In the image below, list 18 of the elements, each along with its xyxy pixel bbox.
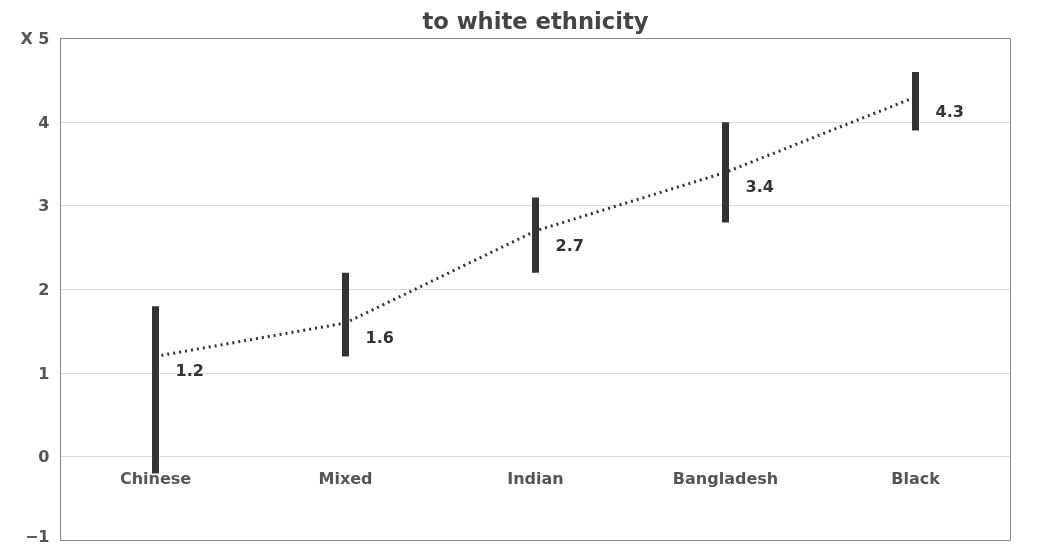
data-label: 1.2 xyxy=(175,361,204,381)
x-tick-label: Bangladesh xyxy=(672,468,779,488)
x-tick-label: Indian xyxy=(507,468,564,488)
x-tick-label: Mixed xyxy=(318,468,373,488)
y-tick-label: 3 xyxy=(38,196,50,216)
y-tick-label: −1 xyxy=(24,526,50,546)
x-tick-label: Black xyxy=(891,468,941,488)
data-label: 3.4 xyxy=(745,177,774,197)
y-tick-label: 4 xyxy=(38,112,50,132)
data-label: 2.7 xyxy=(555,235,584,255)
y-tick-label: 1 xyxy=(38,363,50,383)
chart-title: to white ethnicity xyxy=(422,7,649,34)
data-label: 4.3 xyxy=(935,102,964,122)
y-tick-label: 2 xyxy=(38,280,50,299)
y-tick-label: X 5 xyxy=(20,29,50,48)
x-tick-label: Chinese xyxy=(119,468,192,488)
data-label: 1.6 xyxy=(365,327,394,347)
y-tick-label: 0 xyxy=(38,447,50,467)
